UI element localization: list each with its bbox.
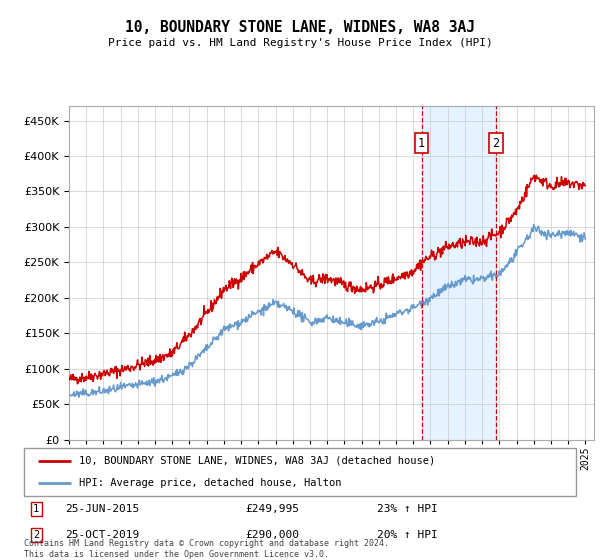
Text: 25-JUN-2015: 25-JUN-2015 bbox=[65, 504, 140, 514]
Text: 20% ↑ HPI: 20% ↑ HPI bbox=[377, 530, 438, 540]
Text: 23% ↑ HPI: 23% ↑ HPI bbox=[377, 504, 438, 514]
Text: 25-OCT-2019: 25-OCT-2019 bbox=[65, 530, 140, 540]
Text: 2: 2 bbox=[493, 137, 500, 150]
Text: £290,000: £290,000 bbox=[245, 530, 299, 540]
Text: 10, BOUNDARY STONE LANE, WIDNES, WA8 3AJ (detached house): 10, BOUNDARY STONE LANE, WIDNES, WA8 3AJ… bbox=[79, 456, 436, 466]
Bar bbox=[422, 106, 496, 440]
Text: 1: 1 bbox=[33, 504, 39, 514]
Text: Price paid vs. HM Land Registry's House Price Index (HPI): Price paid vs. HM Land Registry's House … bbox=[107, 38, 493, 48]
Text: £249,995: £249,995 bbox=[245, 504, 299, 514]
Text: 2: 2 bbox=[33, 530, 39, 540]
FancyBboxPatch shape bbox=[24, 448, 576, 496]
Text: 1: 1 bbox=[418, 137, 425, 150]
Text: 10, BOUNDARY STONE LANE, WIDNES, WA8 3AJ: 10, BOUNDARY STONE LANE, WIDNES, WA8 3AJ bbox=[125, 20, 475, 35]
Text: Contains HM Land Registry data © Crown copyright and database right 2024.
This d: Contains HM Land Registry data © Crown c… bbox=[24, 539, 389, 559]
Text: HPI: Average price, detached house, Halton: HPI: Average price, detached house, Halt… bbox=[79, 478, 342, 488]
